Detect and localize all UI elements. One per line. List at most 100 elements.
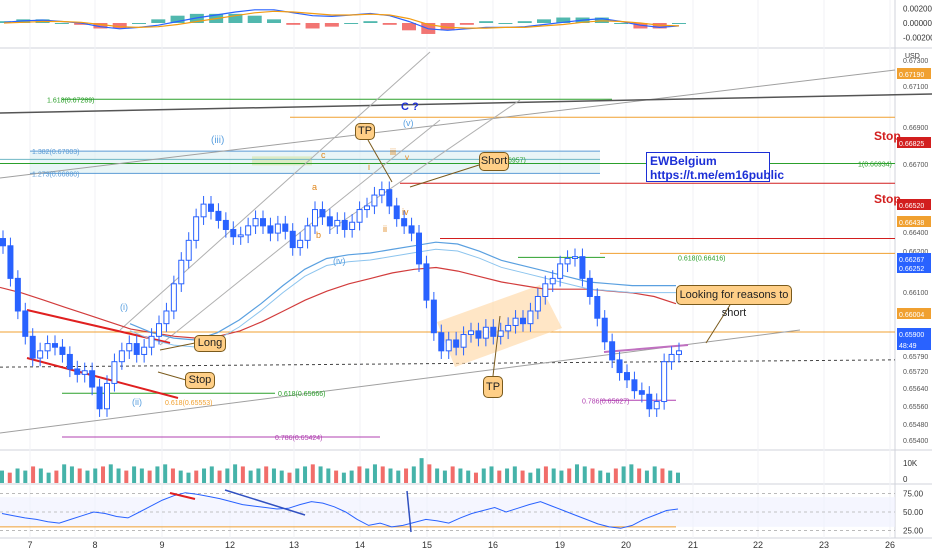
wave-label: (v)	[403, 118, 414, 128]
macd-histogram-bar	[479, 21, 494, 23]
volume-bar	[77, 468, 82, 483]
macd-histogram-bar	[112, 23, 127, 29]
callout-short[interactable]: Short	[479, 152, 509, 171]
fib-label: 0.786(0.65424)	[275, 435, 322, 442]
price-marker	[897, 199, 931, 210]
price-tick: 0.67100	[903, 84, 928, 91]
wave-label: c	[321, 150, 326, 160]
channel-line-c	[329, 99, 521, 231]
price-marker	[897, 216, 931, 227]
candle-body	[475, 330, 482, 339]
volume-bar	[442, 470, 447, 483]
ema-blue	[129, 241, 676, 341]
fib-zone	[30, 151, 600, 174]
volume-bar	[139, 468, 144, 483]
time-tick: 16	[488, 540, 498, 550]
macd-histogram-bar	[74, 23, 89, 25]
volume-bar	[256, 468, 261, 483]
time-tick: 14	[355, 540, 365, 550]
price-tick: 0.65400	[903, 438, 928, 445]
macd-histogram-bar	[382, 23, 397, 25]
candle-body	[14, 277, 21, 312]
price-marker	[897, 137, 931, 148]
candle-body	[534, 295, 541, 312]
price-tick: 0.66100	[903, 290, 928, 297]
volume-bar	[178, 470, 183, 483]
volume-bar	[357, 466, 362, 483]
candle-body	[378, 189, 385, 196]
price-marker-text: 0.67190	[899, 72, 924, 79]
volume-bar	[217, 470, 222, 483]
candle-body	[601, 317, 608, 343]
volume-bar	[365, 468, 370, 483]
volume-bar	[38, 468, 43, 483]
candle-body	[371, 194, 378, 207]
candle-body	[520, 317, 526, 325]
volume-bar	[31, 466, 36, 483]
fib-label: 0.786(0.65627)	[582, 398, 629, 405]
price-tick: 0.65790	[903, 354, 928, 361]
brand-link[interactable]: https://t.me/em16public	[650, 168, 785, 182]
fib-zone-highlight	[252, 156, 312, 166]
callout-tp-upper[interactable]: TP	[355, 123, 375, 140]
callout-long[interactable]: Long	[194, 335, 226, 352]
candle-body	[260, 218, 266, 227]
macd-tick: -0.00200	[903, 34, 932, 43]
labels-layer: 1.618(0.67289) 1.382(0.67003) 1.273(0.6688…	[32, 97, 892, 442]
price-tick: 0.65720	[903, 369, 928, 376]
volume-bar	[240, 466, 245, 483]
price-tick: 0.66200	[903, 249, 928, 256]
price-tick: 0.65480	[903, 422, 928, 429]
candle-body	[490, 326, 497, 337]
candle-body	[668, 353, 675, 363]
candle-body	[438, 332, 445, 352]
candle-body	[631, 379, 638, 392]
time-tick: 7	[27, 540, 32, 550]
volume-bar	[101, 466, 106, 483]
macd-tick: 0.00000	[903, 19, 932, 28]
candle-body	[200, 203, 207, 218]
macd-histogram-bar	[459, 23, 474, 25]
callout-stop[interactable]: Stop	[185, 372, 215, 389]
volume-bar	[676, 472, 680, 483]
candle-body	[460, 334, 467, 348]
volume-bar	[512, 466, 517, 483]
volume-bar	[310, 464, 315, 483]
volume-bar	[404, 468, 409, 483]
macd-histogram-bar	[537, 19, 551, 23]
candle-body	[453, 339, 460, 348]
volume-bar	[209, 466, 214, 483]
ema-red	[0, 266, 677, 339]
candle-body	[148, 335, 155, 348]
volume-bar	[590, 468, 595, 483]
price-marker	[897, 308, 931, 319]
callout-reasons[interactable]: Looking for reasons to short	[676, 285, 792, 319]
volume-bar	[170, 468, 175, 483]
volume-bar	[396, 470, 401, 483]
price-marker	[897, 339, 931, 350]
volume-bar	[248, 470, 253, 483]
candle-body	[267, 225, 274, 234]
rsi-tick: 50.00	[903, 508, 924, 517]
macd-histogram-bar	[267, 19, 281, 23]
candle-body	[557, 263, 564, 279]
brand-box[interactable]: EWBelgium https://t.me/em16public	[646, 152, 785, 182]
volume-bar	[132, 466, 137, 483]
candle-body	[237, 234, 244, 238]
time-tick: 23	[819, 540, 829, 550]
stop-label-middle: Stop	[874, 192, 901, 206]
fib-label: 0.618(0.65666)	[278, 391, 325, 398]
time-tick: 26	[885, 540, 895, 550]
candle-body	[349, 221, 356, 230]
candle-body	[356, 209, 363, 223]
candle-body	[653, 401, 660, 410]
candles-layer	[0, 181, 682, 417]
callout-tp-lower[interactable]: TP	[483, 376, 503, 398]
candle-body	[304, 225, 311, 241]
wave-label: iv	[402, 207, 409, 217]
candle-body	[252, 218, 259, 227]
volume-bar	[458, 468, 463, 483]
